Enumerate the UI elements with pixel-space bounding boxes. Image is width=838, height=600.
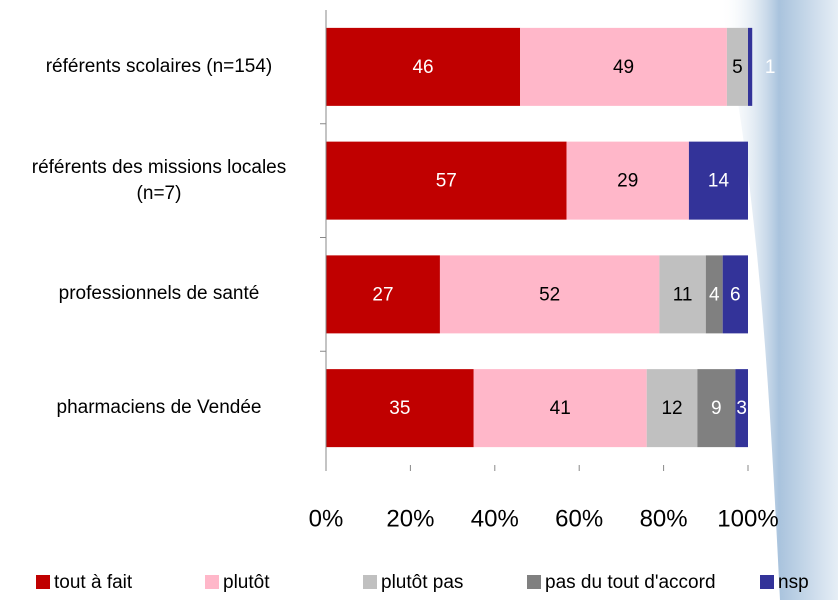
bar-segment	[697, 369, 736, 448]
bar-segment	[688, 141, 748, 220]
bar-segment	[326, 255, 440, 334]
bar-segment	[646, 369, 698, 448]
bar-segment	[659, 255, 706, 334]
legend-label: plutôt pas	[381, 572, 463, 593]
legend-swatch	[363, 575, 377, 589]
data-label: 14	[708, 171, 730, 192]
x-tick-label: 0%	[309, 505, 344, 532]
data-label: 11	[673, 284, 693, 305]
bar-segment	[748, 27, 753, 106]
data-label: 57	[436, 171, 457, 192]
x-tick-label: 20%	[386, 505, 434, 532]
data-label: 29	[617, 171, 638, 192]
background-decoration	[720, 0, 838, 600]
bar-segment	[473, 369, 647, 448]
data-label: 9	[711, 398, 722, 419]
bar-segment	[566, 141, 689, 220]
data-label: 4	[709, 284, 720, 305]
bar-segment	[705, 255, 723, 334]
data-label: 5	[732, 57, 743, 78]
bar-segment	[726, 27, 748, 106]
data-label: 41	[550, 398, 571, 419]
legend-label: plutôt	[223, 572, 270, 593]
category-label: référents scolaires (n=154)	[45, 55, 273, 77]
data-label: 52	[539, 284, 560, 305]
x-tick-label: 60%	[555, 505, 603, 532]
data-label: 46	[412, 57, 433, 78]
bar-segment	[722, 255, 748, 334]
data-label: 27	[372, 284, 393, 305]
legend-swatch	[36, 575, 50, 589]
category-label: professionnels de santé	[58, 283, 260, 305]
bar-segment	[326, 369, 474, 448]
legend-swatch	[527, 575, 541, 589]
data-label: 35	[389, 398, 410, 419]
category-label: référents des missions locales (n=7)	[31, 156, 287, 204]
bar-segment	[520, 27, 727, 106]
legend-label: pas du tout d'accord	[545, 572, 716, 593]
legend-label: nsp	[778, 572, 809, 593]
x-tick-label: 100%	[717, 505, 778, 532]
data-label: 49	[613, 57, 634, 78]
category-label: pharmaciens de Vendée	[56, 397, 262, 419]
bar-segment	[326, 141, 567, 220]
bar-segment	[326, 27, 521, 106]
legend-swatch	[760, 575, 774, 589]
legend-swatch	[205, 575, 219, 589]
data-label: 3	[736, 398, 747, 419]
x-tick-label: 40%	[471, 505, 519, 532]
legend-label: tout à fait	[54, 572, 133, 593]
x-tick-label: 80%	[640, 505, 688, 532]
bar-segment	[439, 255, 660, 334]
data-label: 12	[661, 398, 682, 419]
bar-segment	[735, 369, 748, 448]
data-label: 6	[730, 284, 741, 305]
data-label: 1	[765, 57, 776, 78]
